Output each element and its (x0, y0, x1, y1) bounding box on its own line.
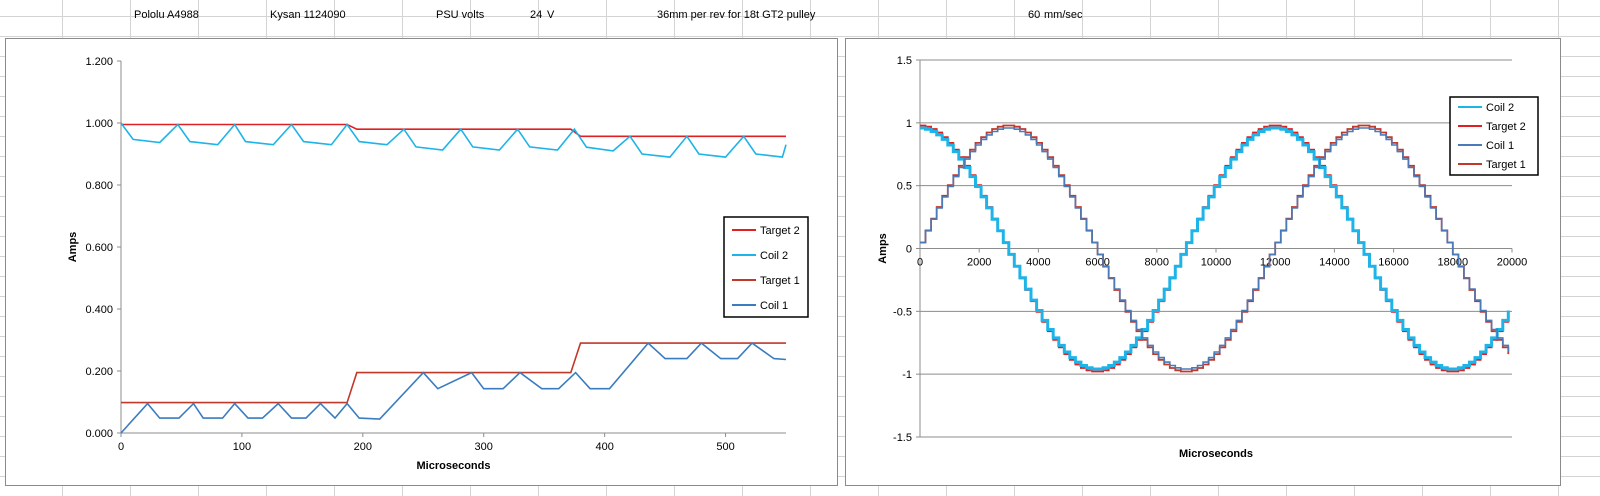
right-chart-x-tick-label: 20000 (1497, 257, 1528, 269)
right-chart-y-tick-label: 0 (906, 244, 912, 256)
right-chart-y-tick-label: 1.5 (897, 55, 912, 67)
left-chart-legend (723, 216, 809, 318)
right-chart-y-tick-label: -1.5 (893, 432, 912, 444)
sine-waveform-chart-svg: -1.5-1-0.500.511.50 2000 4000 6000 8000 10000… (877, 55, 1539, 460)
current-detail-chart[interactable]: 0.000 0.200 0.400 0.600 0.800 1.000 1.200 0 100 2… (5, 38, 838, 486)
left-chart-series-coil-2 (120, 122, 787, 158)
speed-unit-cell[interactable]: mm/sec (1044, 9, 1083, 21)
left-chart-series-target-1 (121, 342, 786, 404)
left-chart-legend-label-coil-1: Coil 1 (760, 300, 788, 312)
right-chart-legend-label-coil-2: Coil 2 (1486, 102, 1514, 114)
right-chart-x-axis-title: Microseconds (1179, 448, 1253, 460)
right-chart-series-coil-1 (920, 127, 1510, 370)
left-chart-y-axis-title: Amps (67, 232, 79, 263)
driver-cell[interactable]: Pololu A4988 (134, 9, 199, 21)
right-chart-x-tick-label: 14000 (1319, 257, 1350, 269)
right-chart-legend-label-target-1: Target 1 (1486, 159, 1526, 171)
right-chart-y-tick-label: 0.5 (897, 181, 912, 193)
motor-cell[interactable]: Kysan 1124090 (270, 9, 346, 21)
left-chart-x-tick-label: 400 (595, 441, 613, 453)
right-chart-y-tick-label: -0.5 (893, 306, 912, 318)
psu-unit-cell[interactable]: V (547, 9, 555, 21)
right-chart-y-tick-label: 1 (906, 118, 912, 130)
right-chart-x-tick-label: 10000 (1201, 257, 1232, 269)
right-chart-x-tick-label: 0 (917, 257, 923, 269)
right-chart-legend-label-coil-1: Coil 1 (1486, 140, 1514, 152)
left-chart-legend-label-target-1: Target 1 (760, 275, 800, 287)
psu-value-cell[interactable]: 24 (530, 9, 543, 21)
psu-label-cell[interactable]: PSU volts (436, 9, 485, 21)
right-chart-y-tick-label: -1 (902, 369, 912, 381)
left-chart-x-tick-label: 200 (354, 441, 372, 453)
left-chart-y-tick-label: 1.000 (85, 118, 113, 130)
left-chart-y-tick-label: 0.800 (85, 180, 113, 192)
left-chart-x-tick-label: 100 (233, 441, 251, 453)
right-chart-x-tick-label: 2000 (967, 257, 991, 269)
right-chart-x-tick-label: 4000 (1026, 257, 1050, 269)
pulley-note-cell[interactable]: 36mm per rev for 18t GT2 pulley (657, 9, 816, 21)
right-chart-x-tick-label: 16000 (1378, 257, 1409, 269)
left-chart-x-axis-title: Microseconds (417, 460, 491, 472)
left-chart-y-tick-label: 1.200 (85, 56, 113, 68)
left-chart-legend-label-coil-2: Coil 2 (760, 250, 788, 262)
left-chart-y-tick-label: 0.200 (85, 366, 113, 378)
current-detail-chart-svg: 0.000 0.200 0.400 0.600 0.800 1.000 1.200 0 100 2… (67, 56, 809, 472)
left-chart-series-coil-1 (120, 341, 787, 434)
left-chart-y-tick-label: 0.400 (85, 304, 113, 316)
right-chart-legend (1449, 96, 1539, 176)
right-chart-y-axis-title: Amps (877, 233, 889, 264)
spreadsheet-header-row: Pololu A4988 Kysan 1124090 PSU volts 24 … (0, 0, 1600, 30)
sine-waveform-chart[interactable]: -1.5 -1 -0.5 0 0.5 1 1.5 0 2000 4000 6000 8000 10000… (845, 38, 1561, 486)
left-chart-series-target-2 (121, 123, 786, 138)
left-chart-x-tick-label: 500 (716, 441, 734, 453)
left-chart-x-tick-label: 0 (118, 441, 124, 453)
right-chart-legend-label-target-2: Target 2 (1486, 121, 1526, 133)
left-chart-y-tick-label: 0.000 (85, 428, 113, 440)
left-chart-x-tick-label: 300 (475, 441, 493, 453)
right-chart-series-coil-2 (920, 126, 1510, 371)
right-chart-x-tick-label: 8000 (1145, 257, 1169, 269)
left-chart-legend-label-target-2: Target 2 (760, 225, 800, 237)
left-chart-y-tick-label: 0.600 (85, 242, 113, 254)
speed-value-cell[interactable]: 60 (1028, 9, 1041, 21)
